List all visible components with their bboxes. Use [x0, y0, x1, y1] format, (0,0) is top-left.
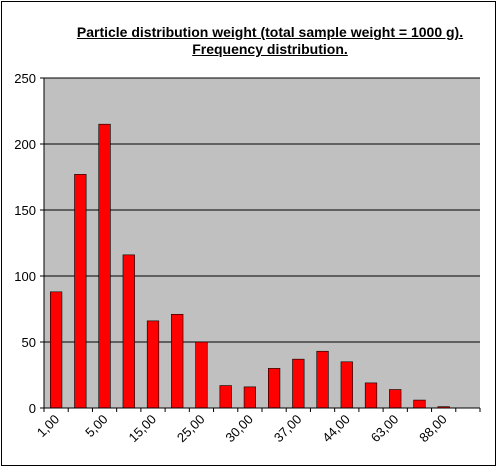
bar	[146, 320, 160, 409]
y-tick-labels: 0 50 100 150 200 250	[14, 71, 44, 416]
x-tick-label: 30,00	[222, 412, 256, 446]
x-tick-label: 63,00	[368, 412, 402, 446]
chart-title: Particle distribution weight (total samp…	[40, 24, 500, 58]
x-tick-label: 25,00	[174, 412, 208, 446]
y-tick-label: 100	[14, 269, 36, 284]
x-tick-label: 88,00	[416, 412, 450, 446]
bar	[389, 389, 402, 409]
x-tick-label: 5,00	[82, 412, 111, 441]
chart-title-line2: Frequency distribution.	[192, 41, 348, 57]
bar	[267, 368, 281, 409]
bar	[413, 399, 426, 409]
y-tick-label: 50	[22, 335, 36, 350]
x-tick-label: 37,00	[271, 412, 305, 446]
bar	[243, 386, 257, 409]
bar	[316, 350, 329, 409]
x-tick-label: 15,00	[126, 412, 160, 446]
plot-area	[44, 78, 480, 408]
gridlines	[44, 77, 480, 343]
bar	[195, 341, 208, 409]
bar	[340, 361, 353, 409]
bar	[74, 174, 87, 409]
bar	[49, 291, 63, 409]
bar	[122, 254, 135, 409]
bar	[292, 358, 305, 409]
bar	[98, 123, 111, 409]
x-tick-label: 44,00	[319, 412, 353, 446]
y-tick-label: 0	[29, 401, 36, 416]
y-tick-label: 150	[14, 203, 36, 218]
y-tick-label: 250	[14, 71, 36, 86]
x-tick-labels: 1,00 5,00 15,00 25,00 30,00 37,00 44,00 63,00 88…	[34, 408, 481, 446]
chart-title-line1: Particle distribution weight (total samp…	[76, 24, 464, 40]
bar	[219, 385, 232, 409]
x-tick-label: 1,00	[34, 412, 63, 441]
bars	[49, 123, 450, 409]
y-tick-label: 200	[14, 137, 36, 152]
bar	[364, 382, 378, 409]
bar	[171, 313, 184, 409]
